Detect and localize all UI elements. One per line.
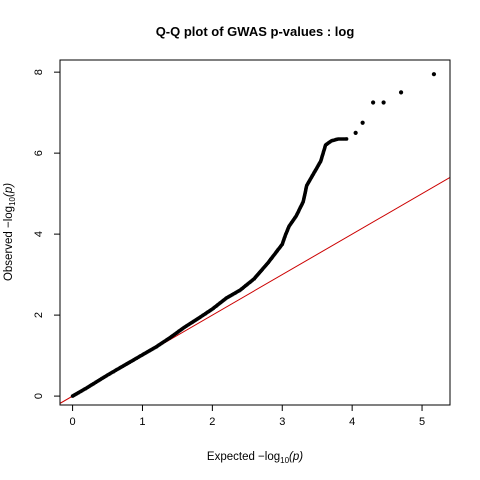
data-point: [360, 120, 365, 125]
data-point: [371, 100, 376, 105]
y-tick-label: 0: [33, 393, 45, 399]
x-tick-label: 4: [349, 416, 355, 428]
y-tick-label: 4: [33, 231, 45, 237]
plot-frame: [59, 59, 451, 406]
plot-area: [60, 72, 450, 404]
data-point: [353, 130, 358, 135]
data-points: [70, 72, 437, 398]
y-tick-label: 6: [33, 150, 45, 156]
data-point: [398, 90, 404, 95]
data-point: [431, 72, 437, 77]
x-tick-label: 0: [70, 416, 76, 428]
y-tick-label: 8: [33, 69, 45, 75]
x-tick-label: 5: [419, 416, 425, 428]
y-tick-label: 2: [33, 312, 45, 318]
axes: 0 1 2 3 4 5 0 2 4 6 8: [33, 59, 451, 428]
x-tick-label: 1: [139, 416, 145, 428]
y-axis-title: Observed −log10(p): [3, 183, 17, 281]
data-point: [381, 100, 386, 105]
chart-title: Q-Q plot of GWAS p-values : log: [156, 24, 355, 39]
data-point: [344, 137, 349, 141]
x-tick-label: 3: [279, 416, 285, 428]
x-tick-label: 2: [209, 416, 215, 428]
x-axis-title: Expected −log10(p): [207, 451, 303, 465]
